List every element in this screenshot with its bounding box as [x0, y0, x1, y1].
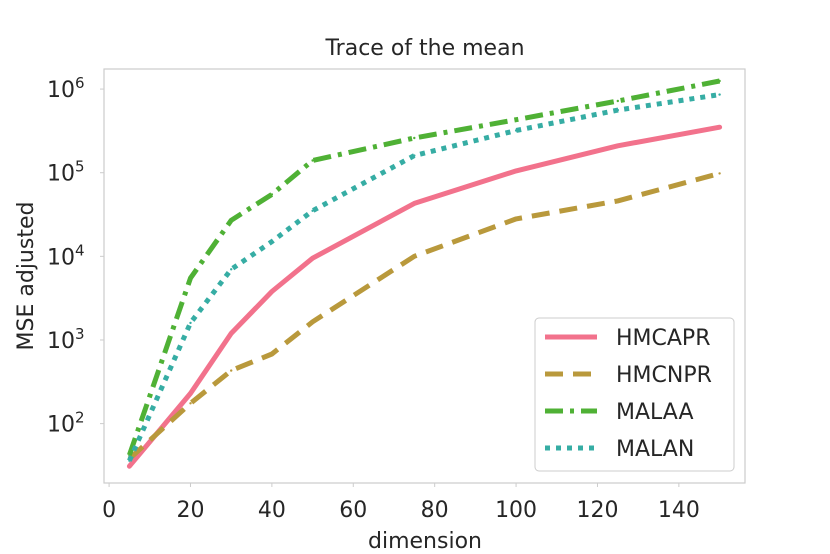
- y-tick-exponent: 5: [75, 158, 85, 176]
- data-point-malan: [514, 129, 518, 132]
- x-tick-label: 0: [102, 498, 116, 523]
- data-point-malan: [311, 209, 314, 212]
- data-point-malaa: [230, 219, 233, 222]
- data-point-hmcnpr: [270, 352, 274, 356]
- data-point-malan: [270, 240, 274, 243]
- data-point-malaa: [270, 193, 274, 196]
- y-tick-exponent: 3: [75, 325, 85, 343]
- data-point-malan: [189, 321, 192, 325]
- x-tick-label: 120: [576, 498, 618, 523]
- data-point-hmcnpr: [311, 320, 314, 323]
- y-tick-base: 10: [47, 78, 75, 103]
- x-tick-label: 40: [258, 498, 286, 523]
- data-point-malan: [718, 93, 721, 96]
- legend-label-malaa: MALAA: [616, 400, 694, 425]
- series-lines: [126, 78, 723, 469]
- data-point-hmcapr: [270, 290, 274, 293]
- data-point-hmcnpr: [413, 255, 416, 258]
- data-point-hmcapr: [128, 465, 131, 468]
- data-point-hmcnpr: [189, 402, 192, 405]
- y-axis-label: MSE adjusted: [14, 202, 39, 351]
- y-tick-label: 105: [47, 158, 85, 187]
- x-tick-label: 20: [176, 498, 204, 523]
- x-tick-label: 140: [658, 498, 700, 523]
- data-point-malaa: [514, 118, 518, 121]
- data-point-hmcnpr: [514, 217, 518, 221]
- chart-title: Trace of the mean: [324, 36, 524, 61]
- legend-label-hmcnpr: HMCNPR: [616, 363, 712, 388]
- data-point-hmcnpr: [616, 199, 619, 203]
- y-tick-exponent: 6: [75, 74, 85, 92]
- x-tick-label: 60: [339, 498, 367, 523]
- data-point-malan: [128, 459, 131, 462]
- y-tick-base: 10: [47, 413, 75, 438]
- series-line-malan: [127, 92, 720, 462]
- data-point-hmcapr: [718, 126, 721, 129]
- x-axis-label: dimension: [368, 529, 482, 554]
- legend-label-hmcapr: HMCAPR: [616, 326, 711, 351]
- legend: HMCAPR HMCNPR MALAA MALAN: [534, 317, 735, 472]
- data-point-hmcapr: [413, 202, 416, 205]
- data-point-hmcapr: [616, 144, 619, 147]
- y-tick-exponent: 4: [75, 241, 85, 259]
- x-tick-label: 100: [495, 498, 537, 523]
- data-point-malan: [230, 268, 233, 271]
- data-point-malaa: [413, 136, 416, 140]
- x-axis-ticks: 0 20 40 60 80 100 120 140: [102, 483, 700, 523]
- y-tick-base: 10: [47, 245, 75, 270]
- data-point-hmcapr: [189, 392, 192, 395]
- x-tick-label: 80: [421, 498, 449, 523]
- data-point-hmcapr: [311, 257, 314, 260]
- y-tick-label: 102: [47, 409, 85, 438]
- y-tick-exponent: 2: [75, 409, 85, 427]
- y-tick-label: 103: [47, 325, 85, 354]
- data-point-malaa: [616, 99, 619, 103]
- legend-box: [534, 317, 735, 472]
- data-point-hmcapr: [514, 169, 518, 173]
- data-point-malaa: [718, 79, 721, 83]
- data-point-hmcnpr: [230, 369, 233, 372]
- legend-label-malan: MALAN: [616, 437, 694, 462]
- y-tick-label: 106: [47, 74, 85, 103]
- data-point-hmcnpr: [718, 172, 721, 175]
- data-point-malan: [616, 108, 619, 112]
- data-point-malaa: [189, 276, 192, 280]
- plot-frame: [103, 68, 746, 484]
- y-tick-base: 10: [47, 329, 75, 354]
- y-tick-base: 10: [47, 162, 75, 187]
- data-point-hmcapr: [230, 332, 233, 335]
- y-tick-label: 104: [47, 241, 85, 270]
- data-point-malaa: [311, 159, 314, 162]
- data-point-malan: [413, 154, 416, 157]
